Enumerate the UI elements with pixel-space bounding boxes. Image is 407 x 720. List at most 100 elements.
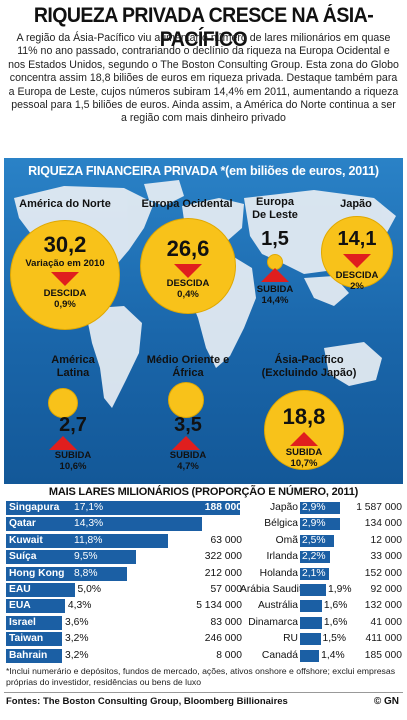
trend-label: DESCIDA bbox=[335, 270, 379, 281]
bar-row-left: Israel 3,6% 83 000 bbox=[0, 615, 260, 631]
region-label-asia-pacific: Ásia-Pacífico (Excluindo Japão) bbox=[244, 354, 374, 379]
southeast-asia-shape bbox=[304, 276, 349, 306]
bar bbox=[6, 583, 75, 597]
bar bbox=[300, 534, 335, 547]
bar-row-right: Holanda 2,1% 152 000 bbox=[0, 566, 407, 582]
bar bbox=[300, 633, 321, 646]
change-label: 0,4% bbox=[177, 289, 199, 300]
percent-label: 8,8% bbox=[74, 567, 98, 579]
bar bbox=[6, 501, 241, 515]
region-name: Médio Oriente e África bbox=[146, 354, 230, 379]
percent-label: 3,2% bbox=[65, 649, 89, 661]
country-label: Singapura bbox=[9, 502, 60, 513]
country-label: Qatar bbox=[9, 518, 36, 530]
trend-asia-pacific: SUBIDA 10,7% bbox=[254, 447, 354, 469]
bar bbox=[300, 584, 327, 596]
percent-label: 17,1% bbox=[74, 502, 104, 513]
trend-north-america: DESCIDA 0,9% bbox=[10, 288, 120, 310]
arrow-down-western-europe bbox=[174, 264, 202, 278]
south-america-shape bbox=[88, 306, 142, 408]
country-label: Suíça bbox=[9, 551, 37, 563]
bubble-latin-america bbox=[48, 388, 78, 418]
region-label-middle-east-africa: Médio Oriente e África bbox=[138, 354, 238, 379]
country-label: Holanda bbox=[259, 567, 298, 579]
percent-label: 2,2% bbox=[302, 551, 326, 563]
region-name: Japão bbox=[340, 198, 372, 210]
count-label: 322 000 bbox=[204, 551, 242, 563]
percent-label: 2,5% bbox=[302, 534, 326, 546]
trend-label: DESCIDA bbox=[43, 288, 87, 299]
count-label: 246 000 bbox=[204, 633, 242, 645]
bar bbox=[300, 551, 331, 564]
country-label: Bélgica bbox=[264, 518, 298, 530]
country-label: Canadá bbox=[261, 649, 298, 661]
trend-label: SUBIDA bbox=[54, 450, 92, 461]
region-label-latin-america: América Latina bbox=[28, 354, 118, 379]
value-eastern-europe: 1,5 bbox=[261, 228, 289, 250]
arrow-up-asia-pacific bbox=[290, 432, 318, 446]
percent-label: 5,0% bbox=[77, 584, 101, 595]
bar-row-right: Arábia Saudita 1,9% 92 000 bbox=[0, 582, 407, 598]
bar bbox=[300, 502, 340, 514]
value-japan: 14,1 bbox=[337, 228, 377, 250]
bar-row-left: EAU 5,0% 57 000 bbox=[0, 582, 260, 598]
wealth-map-panel: RIQUEZA FINANCEIRA PRIVADA *(em biliões … bbox=[4, 158, 403, 484]
count-label: 57 000 bbox=[210, 584, 243, 595]
change-label: 2% bbox=[350, 281, 364, 292]
trend-label: SUBIDA bbox=[256, 284, 294, 295]
count-label: 185 000 bbox=[364, 649, 402, 661]
bubble-japan bbox=[321, 216, 393, 288]
bar-row-right: Irlanda 2,2% 33 000 bbox=[0, 549, 407, 565]
percent-label: 1,4% bbox=[321, 649, 345, 661]
bubble-asia-pacific bbox=[264, 390, 344, 470]
bar-row-right: Austrália 1,6% 132 000 bbox=[0, 598, 407, 614]
count-label: 152 000 bbox=[364, 567, 402, 579]
bar-row-left: Qatar 14,3% 47 000 bbox=[0, 516, 260, 532]
count-label: 8 000 bbox=[216, 649, 242, 661]
region-name: América do Norte bbox=[19, 198, 111, 210]
bar-row-left: Kuwait 11,8% 63 000 bbox=[0, 533, 260, 549]
credit: © GN bbox=[373, 696, 399, 707]
bar-chart-title: MAIS LARES MILIONÁRIOS (PROPORÇÃO E NÚME… bbox=[48, 486, 359, 498]
arrow-down-north-america bbox=[51, 272, 79, 286]
bar-row-right: Bélgica 2,9% 134 000 bbox=[0, 516, 407, 532]
bar-row-right: Dinamarca 1,6% 41 000 bbox=[0, 615, 407, 631]
percent-label: 1,5% bbox=[322, 633, 347, 645]
bar-row-left: Singapura 17,1% 188 000 bbox=[0, 500, 260, 516]
percent-label: 2,1% bbox=[302, 567, 326, 579]
count-label: 134 000 bbox=[364, 518, 402, 530]
trend-label: DESCIDA bbox=[166, 278, 210, 289]
arrow-up-eastern-europe bbox=[261, 268, 289, 282]
value-latin-america: 2,7 bbox=[59, 414, 87, 436]
bar bbox=[6, 648, 62, 663]
australia-shape bbox=[324, 342, 382, 386]
country-label: Austrália bbox=[257, 600, 298, 612]
percent-label: 9,5% bbox=[74, 551, 98, 563]
percent-label: 4,3% bbox=[67, 600, 92, 612]
count-label: 63 000 bbox=[210, 534, 243, 546]
region-label-japan: Japão bbox=[316, 198, 396, 211]
region-label-western-europe: Europa Ocidental bbox=[132, 198, 242, 211]
percent-label: 11,8% bbox=[74, 534, 103, 546]
count-label: 12 000 bbox=[370, 534, 403, 546]
percent-label: 2,9% bbox=[302, 518, 326, 530]
bar bbox=[6, 550, 137, 565]
count-label: 188 000 bbox=[204, 502, 242, 513]
world-map-background bbox=[14, 180, 396, 408]
arrow-down-japan bbox=[343, 254, 371, 268]
trend-western-europe: DESCIDA 0,4% bbox=[132, 278, 244, 300]
count-label: 411 000 bbox=[365, 633, 402, 645]
bar bbox=[300, 649, 320, 662]
bar bbox=[300, 518, 340, 531]
bar-row-left: Taiwan 3,2% 246 000 bbox=[0, 631, 260, 647]
count-label: 33 000 bbox=[370, 551, 403, 563]
country-label: EUA bbox=[9, 600, 31, 612]
country-label: Irlanda bbox=[266, 551, 298, 563]
country-label: Omã bbox=[275, 534, 298, 546]
percent-label: 1,6% bbox=[323, 616, 348, 628]
trend-label: SUBIDA bbox=[169, 450, 207, 461]
value-north-america: 30,2 bbox=[43, 232, 87, 257]
bar-row-right: RU 1,5% 411 000 bbox=[0, 631, 407, 647]
footer-divider bbox=[4, 692, 403, 693]
change-label: 10,6% bbox=[59, 461, 87, 472]
